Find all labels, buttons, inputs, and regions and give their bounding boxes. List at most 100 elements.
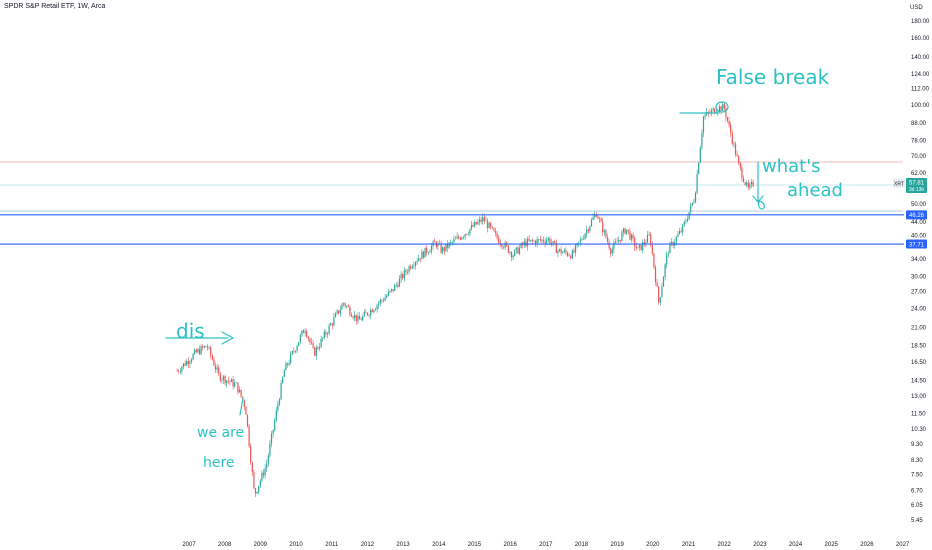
candle-body bbox=[235, 382, 237, 384]
candle-body bbox=[474, 221, 476, 227]
candle-body bbox=[658, 286, 660, 303]
candle-body bbox=[189, 361, 191, 364]
candle-body bbox=[240, 389, 242, 397]
candle-body bbox=[397, 284, 399, 287]
candle-body bbox=[562, 252, 564, 254]
candle-body bbox=[734, 143, 737, 155]
candle-body bbox=[645, 242, 647, 244]
candle-body bbox=[563, 250, 565, 253]
candle-body bbox=[606, 237, 609, 242]
y-tick-label: 34.00 bbox=[911, 257, 927, 263]
candle-body bbox=[219, 373, 221, 381]
candle-body bbox=[402, 274, 404, 279]
false-break-note: False break bbox=[716, 65, 830, 89]
candle-body bbox=[312, 343, 314, 348]
y-tick-label: 14.50 bbox=[911, 378, 927, 384]
candle-body bbox=[488, 222, 490, 229]
candle-body bbox=[218, 367, 220, 374]
candle-body bbox=[749, 184, 751, 188]
candle-body bbox=[408, 266, 410, 273]
candle-body bbox=[232, 379, 234, 387]
candle-body bbox=[688, 212, 690, 220]
candle-body bbox=[557, 250, 559, 254]
candle-body bbox=[323, 331, 325, 338]
candle-body bbox=[536, 239, 538, 245]
level-badge-text: 46.26 bbox=[909, 213, 925, 219]
candle-body bbox=[446, 243, 449, 248]
candle-body bbox=[538, 239, 540, 240]
candle-body bbox=[698, 162, 700, 174]
y-tick-label: 180.00 bbox=[911, 19, 930, 25]
tick-drawing bbox=[239, 397, 244, 416]
candle-body bbox=[682, 224, 684, 232]
candle-body bbox=[741, 167, 743, 179]
x-tick-label: 2023 bbox=[753, 542, 767, 548]
candle-body bbox=[554, 241, 556, 243]
candle-body bbox=[352, 316, 354, 318]
candle-body bbox=[507, 245, 509, 253]
x-tick-label: 2024 bbox=[789, 542, 803, 548]
candle-body bbox=[195, 349, 197, 353]
candle-body bbox=[309, 338, 311, 343]
candle-body bbox=[694, 192, 697, 203]
candle-body bbox=[731, 133, 733, 144]
candle-body bbox=[338, 310, 340, 314]
last-price-badge bbox=[906, 178, 927, 194]
candle-body bbox=[294, 350, 297, 352]
candle-body bbox=[597, 216, 599, 219]
y-tick-label: 5.45 bbox=[911, 518, 923, 524]
y-tick-label: 112.00 bbox=[911, 87, 930, 93]
y-tick-label: 6.05 bbox=[911, 503, 923, 509]
symbol-badge bbox=[893, 178, 905, 188]
candle-body bbox=[462, 236, 465, 238]
x-tick-label: 2011 bbox=[325, 542, 339, 548]
candle-body bbox=[360, 319, 362, 321]
candle-body bbox=[368, 315, 370, 316]
candle-body bbox=[573, 250, 575, 253]
candle-body bbox=[387, 291, 389, 296]
candle-body bbox=[494, 231, 497, 233]
candle-body bbox=[414, 262, 417, 266]
price-axis-bg bbox=[904, 0, 932, 550]
y-tick-label: 24.00 bbox=[911, 306, 927, 312]
candle-body bbox=[490, 222, 492, 227]
candle-body bbox=[693, 202, 695, 203]
y-tick-label: 140.00 bbox=[911, 55, 930, 61]
candle-body bbox=[442, 247, 444, 253]
candle-body bbox=[310, 342, 313, 344]
candle-body bbox=[445, 243, 447, 251]
y-tick-label: 6.70 bbox=[911, 489, 923, 495]
candle-body bbox=[624, 228, 626, 234]
candle-body bbox=[448, 242, 450, 248]
candle-body bbox=[413, 265, 415, 267]
candle-body bbox=[739, 162, 741, 168]
candle-body bbox=[746, 182, 748, 185]
candle-body bbox=[584, 233, 586, 239]
we-are-note: we are bbox=[197, 425, 244, 441]
candle-body bbox=[334, 313, 337, 318]
candle-body bbox=[491, 226, 493, 228]
candle-body bbox=[579, 239, 581, 243]
candle-body bbox=[427, 252, 429, 254]
candle-body bbox=[595, 214, 597, 217]
y-tick-label: 62.00 bbox=[911, 171, 927, 177]
candle-body bbox=[365, 311, 367, 313]
candle-body bbox=[256, 491, 258, 494]
y-tick-label: 50.00 bbox=[911, 202, 927, 208]
candle-body bbox=[450, 242, 452, 243]
candle-body bbox=[398, 278, 401, 287]
candle-body bbox=[336, 310, 338, 314]
candle-body bbox=[179, 371, 181, 373]
x-tick-label: 2020 bbox=[646, 542, 660, 548]
candle-body bbox=[301, 330, 303, 336]
candle-body bbox=[613, 242, 615, 250]
candle-body bbox=[355, 314, 357, 322]
candle-body bbox=[686, 219, 689, 222]
candle-body bbox=[395, 284, 397, 286]
candle-body bbox=[443, 247, 445, 251]
candle-body bbox=[669, 243, 671, 254]
candle-body bbox=[234, 382, 236, 387]
candle-body bbox=[370, 309, 372, 316]
